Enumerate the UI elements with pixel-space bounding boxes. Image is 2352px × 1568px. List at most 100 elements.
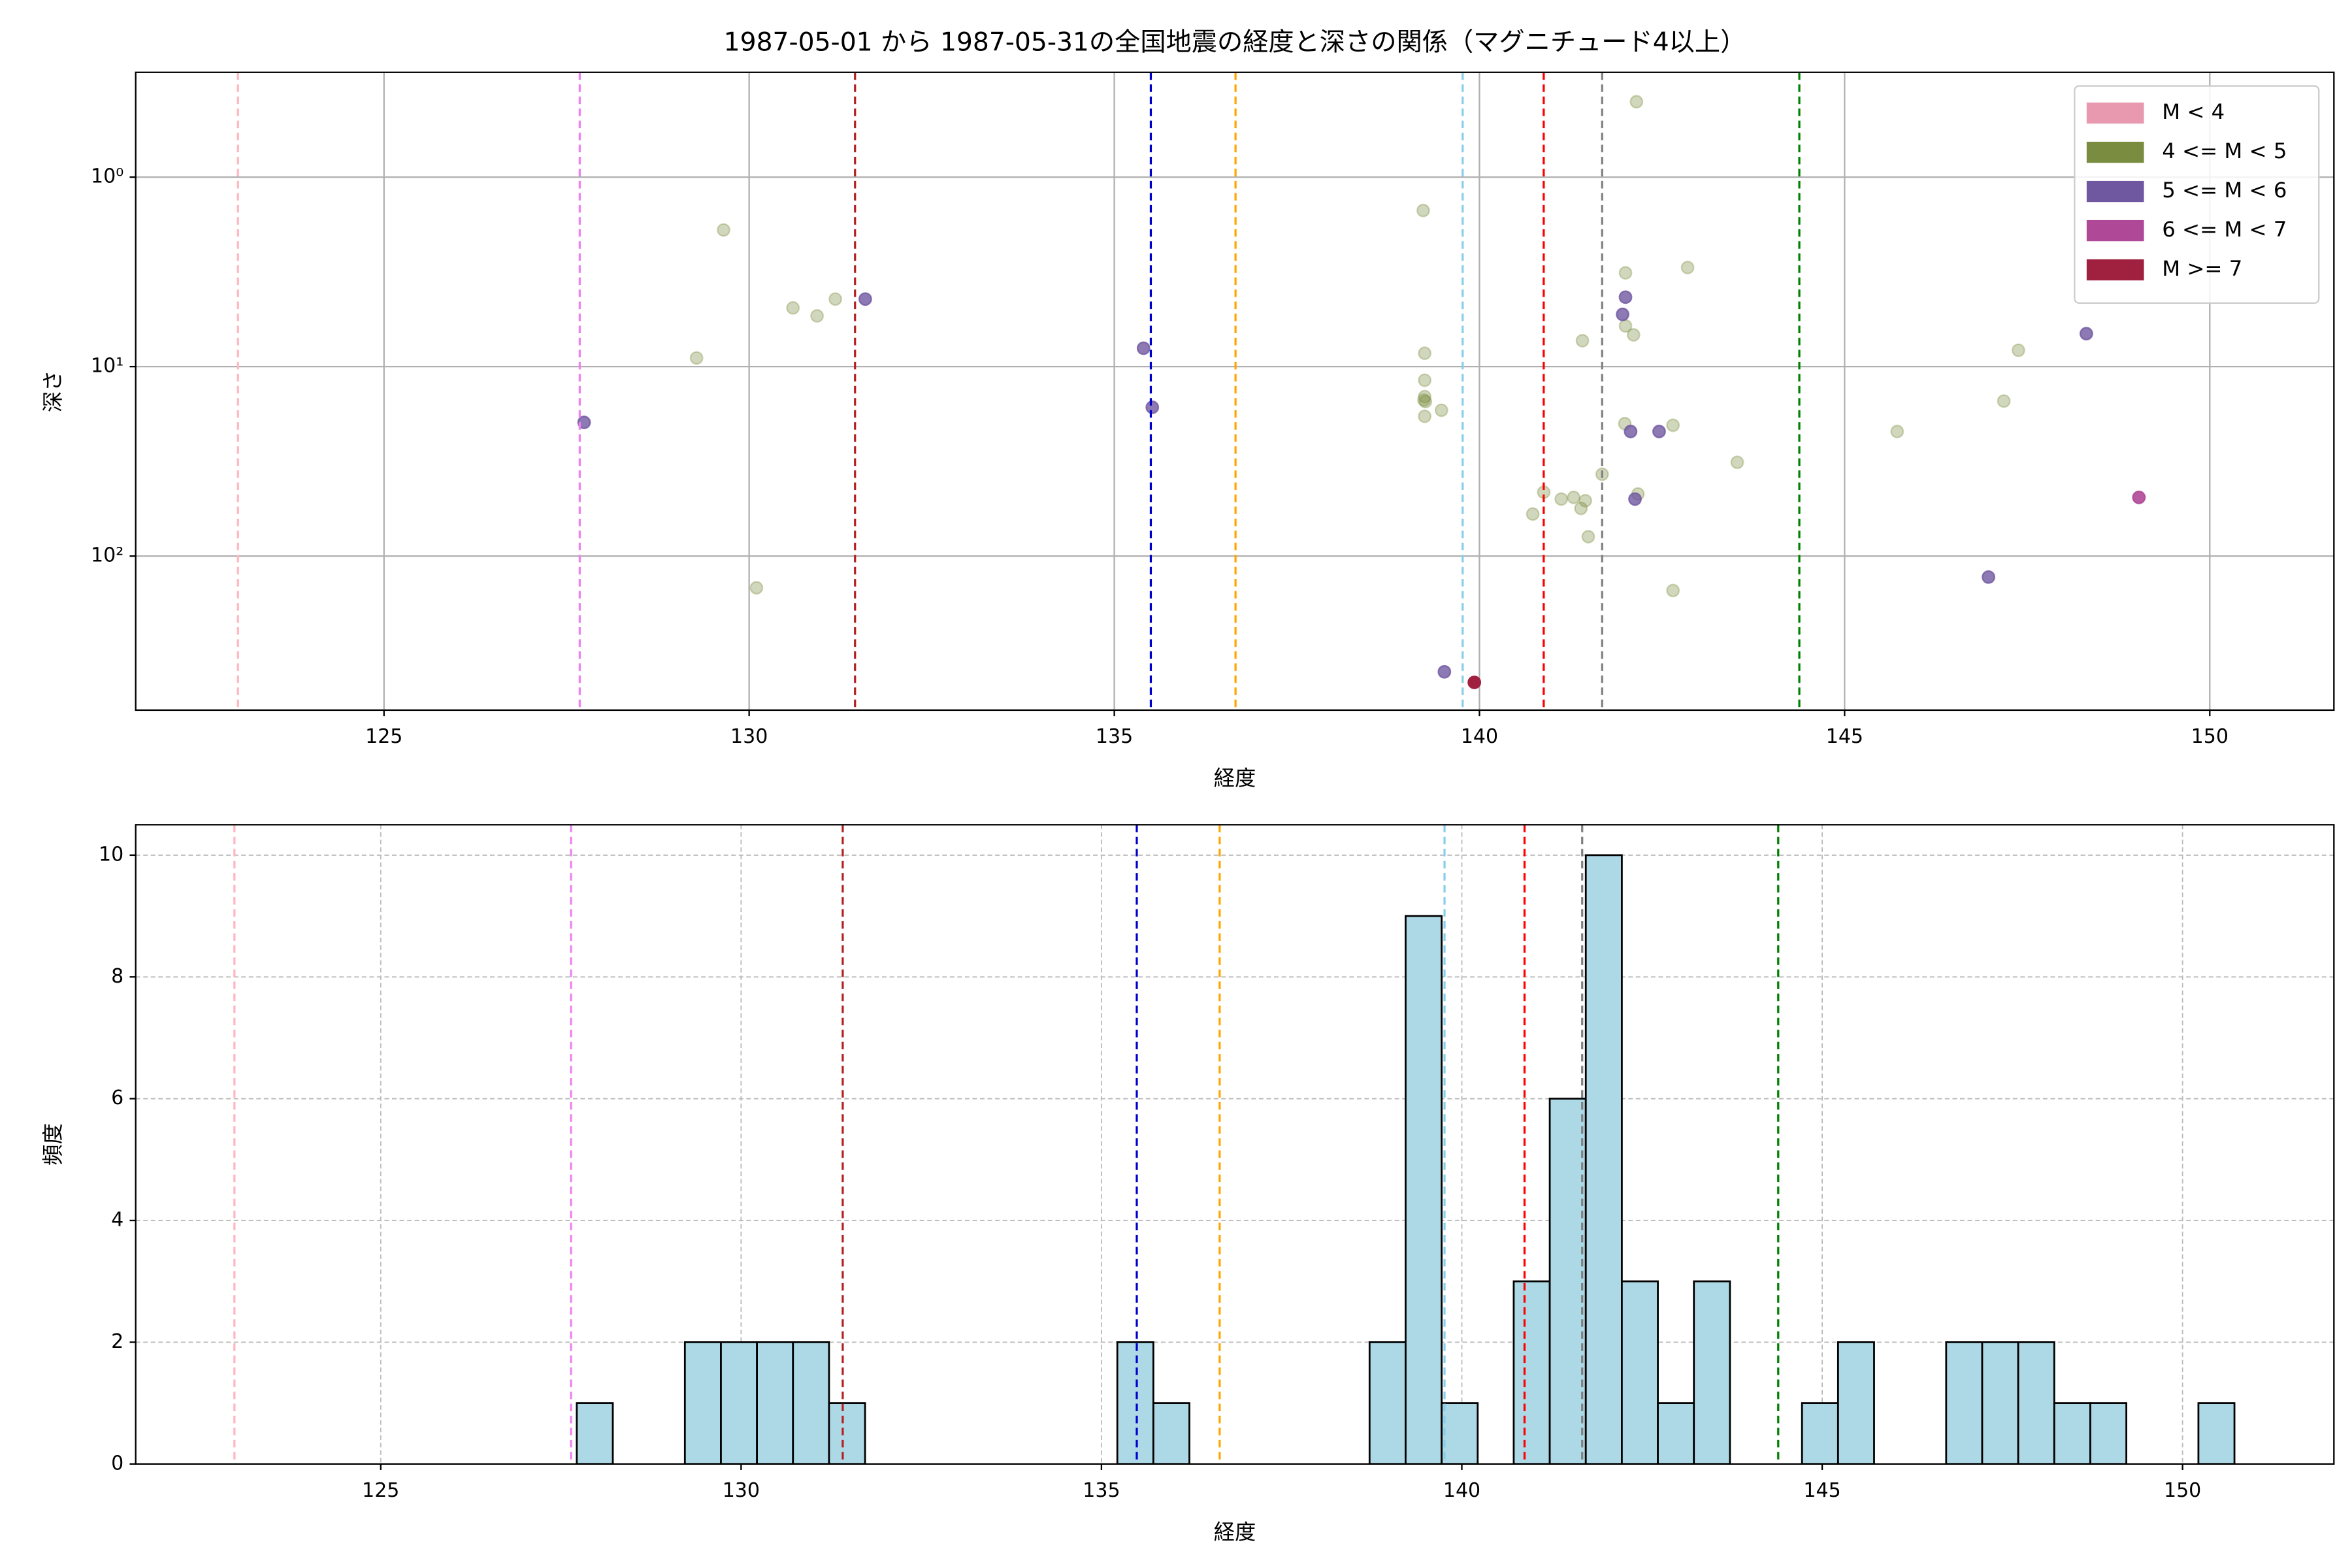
- histogram-bar: [2197, 1402, 2236, 1464]
- x-tick-label: 130: [723, 1479, 760, 1502]
- x-tick-label: 140: [1443, 1479, 1480, 1502]
- y-tick-label: 10: [99, 843, 123, 866]
- legend-label: M < 4: [2162, 99, 2225, 124]
- x-tick-label: 135: [1096, 725, 1133, 748]
- legend-label: M >= 7: [2162, 256, 2242, 281]
- y-tick-label: 4: [111, 1209, 123, 1232]
- x-tick-label: 130: [730, 725, 768, 748]
- x-axis-label: 経度: [1214, 1520, 1256, 1544]
- x-tick-label: 125: [362, 1479, 399, 1502]
- histogram-bar: [2017, 1341, 2055, 1464]
- scatter-point: [1578, 493, 1592, 508]
- scatter-point: [1434, 403, 1448, 417]
- legend-swatch: [2086, 180, 2144, 203]
- scatter-point: [1628, 492, 1642, 506]
- histogram-bar: [1981, 1341, 2019, 1464]
- histogram-bar: [1621, 1280, 1659, 1464]
- histogram-bar: [1116, 1341, 1154, 1464]
- histogram-bar: [2053, 1402, 2091, 1464]
- legend-swatch: [2086, 102, 2144, 124]
- scatter-point: [1680, 261, 1695, 274]
- scatter-point: [1574, 501, 1588, 515]
- y-axis-label: 深さ: [41, 370, 65, 413]
- y-tick-label: 2: [111, 1330, 123, 1353]
- histogram-bar: [1693, 1280, 1731, 1464]
- scatter-point: [1567, 490, 1581, 504]
- histogram-bar: [1837, 1341, 1875, 1464]
- scatter-point: [828, 292, 842, 306]
- scatter-point: [689, 351, 704, 365]
- scatter-point: [1418, 409, 1432, 423]
- scatter-point: [1624, 425, 1638, 438]
- scatter-point: [786, 301, 800, 315]
- scatter-point: [1982, 570, 1995, 584]
- scatter-point: [1618, 266, 1633, 280]
- histogram-bar: [683, 1341, 722, 1464]
- histogram-bar: [1152, 1402, 1190, 1464]
- histogram-bar: [576, 1402, 614, 1464]
- scatter-point: [1467, 676, 1482, 689]
- axes-frame: [135, 71, 2335, 711]
- scatter-point: [749, 581, 764, 595]
- scatter-point: [1890, 425, 1904, 438]
- scatter-point: [1666, 418, 1680, 433]
- scatter-point: [1526, 507, 1540, 521]
- histogram-bar: [1368, 1341, 1407, 1464]
- x-tick-label: 145: [1826, 725, 1863, 748]
- histogram-bar: [1657, 1402, 1695, 1464]
- x-tick-label: 140: [1461, 725, 1498, 748]
- x-tick-label: 150: [2164, 1479, 2201, 1502]
- legend-box: [2074, 85, 2320, 304]
- scatter-point: [1554, 492, 1569, 506]
- scatter-point: [1575, 334, 1590, 348]
- scatter-point: [1437, 664, 1452, 679]
- scatter-point: [1618, 290, 1633, 304]
- y-tick-label: 10²: [91, 544, 123, 567]
- x-tick-label: 145: [1803, 1479, 1840, 1502]
- scatter-point: [2079, 327, 2093, 341]
- scatter-point: [1418, 389, 1432, 404]
- legend-label: 5 <= M < 6: [2162, 178, 2287, 203]
- scatter-point: [1418, 395, 1433, 409]
- legend-swatch: [2086, 259, 2144, 281]
- scatter-point: [1629, 95, 1644, 109]
- histogram-bar: [756, 1341, 794, 1464]
- histogram-bar: [2089, 1402, 2127, 1464]
- histogram-bar: [792, 1341, 830, 1464]
- histogram-bar: [1512, 1280, 1551, 1464]
- histogram-bar: [1801, 1402, 1839, 1464]
- legend-label: 6 <= M < 7: [2162, 217, 2287, 242]
- scatter-point: [1136, 341, 1151, 355]
- x-axis-label: 経度: [1214, 766, 1256, 791]
- y-tick-label: 10¹: [91, 355, 123, 378]
- y-axis-label: 頻度: [41, 1123, 65, 1166]
- histogram-bar: [828, 1402, 866, 1464]
- x-tick-label: 125: [365, 725, 402, 748]
- histogram-bar: [1441, 1402, 1479, 1464]
- scatter-point: [1626, 328, 1641, 342]
- scatter-point: [1417, 393, 1431, 407]
- histogram-bar: [1945, 1341, 1984, 1464]
- histogram-bar: [1405, 915, 1443, 1464]
- scatter-point: [1581, 530, 1595, 544]
- histogram-bar: [1548, 1098, 1587, 1464]
- scatter-point: [2132, 490, 2146, 504]
- scatter-point: [1145, 400, 1160, 414]
- x-tick-label: 150: [2191, 725, 2229, 748]
- axes-frame: [135, 824, 2335, 1465]
- scatter-point: [717, 223, 730, 237]
- scatter-point: [1652, 425, 1666, 438]
- scatter-point: [2012, 343, 2025, 357]
- histogram-bar: [720, 1341, 758, 1464]
- y-tick-label: 0: [111, 1452, 123, 1475]
- y-tick-label: 10⁰: [91, 165, 123, 188]
- legend-swatch: [2086, 141, 2144, 163]
- scatter-point: [1416, 203, 1430, 218]
- scatter-point: [1418, 346, 1432, 361]
- scatter-point: [1997, 394, 2011, 408]
- scatter-point: [1418, 373, 1432, 387]
- y-tick-label: 6: [111, 1086, 123, 1109]
- scatter-point: [810, 309, 824, 323]
